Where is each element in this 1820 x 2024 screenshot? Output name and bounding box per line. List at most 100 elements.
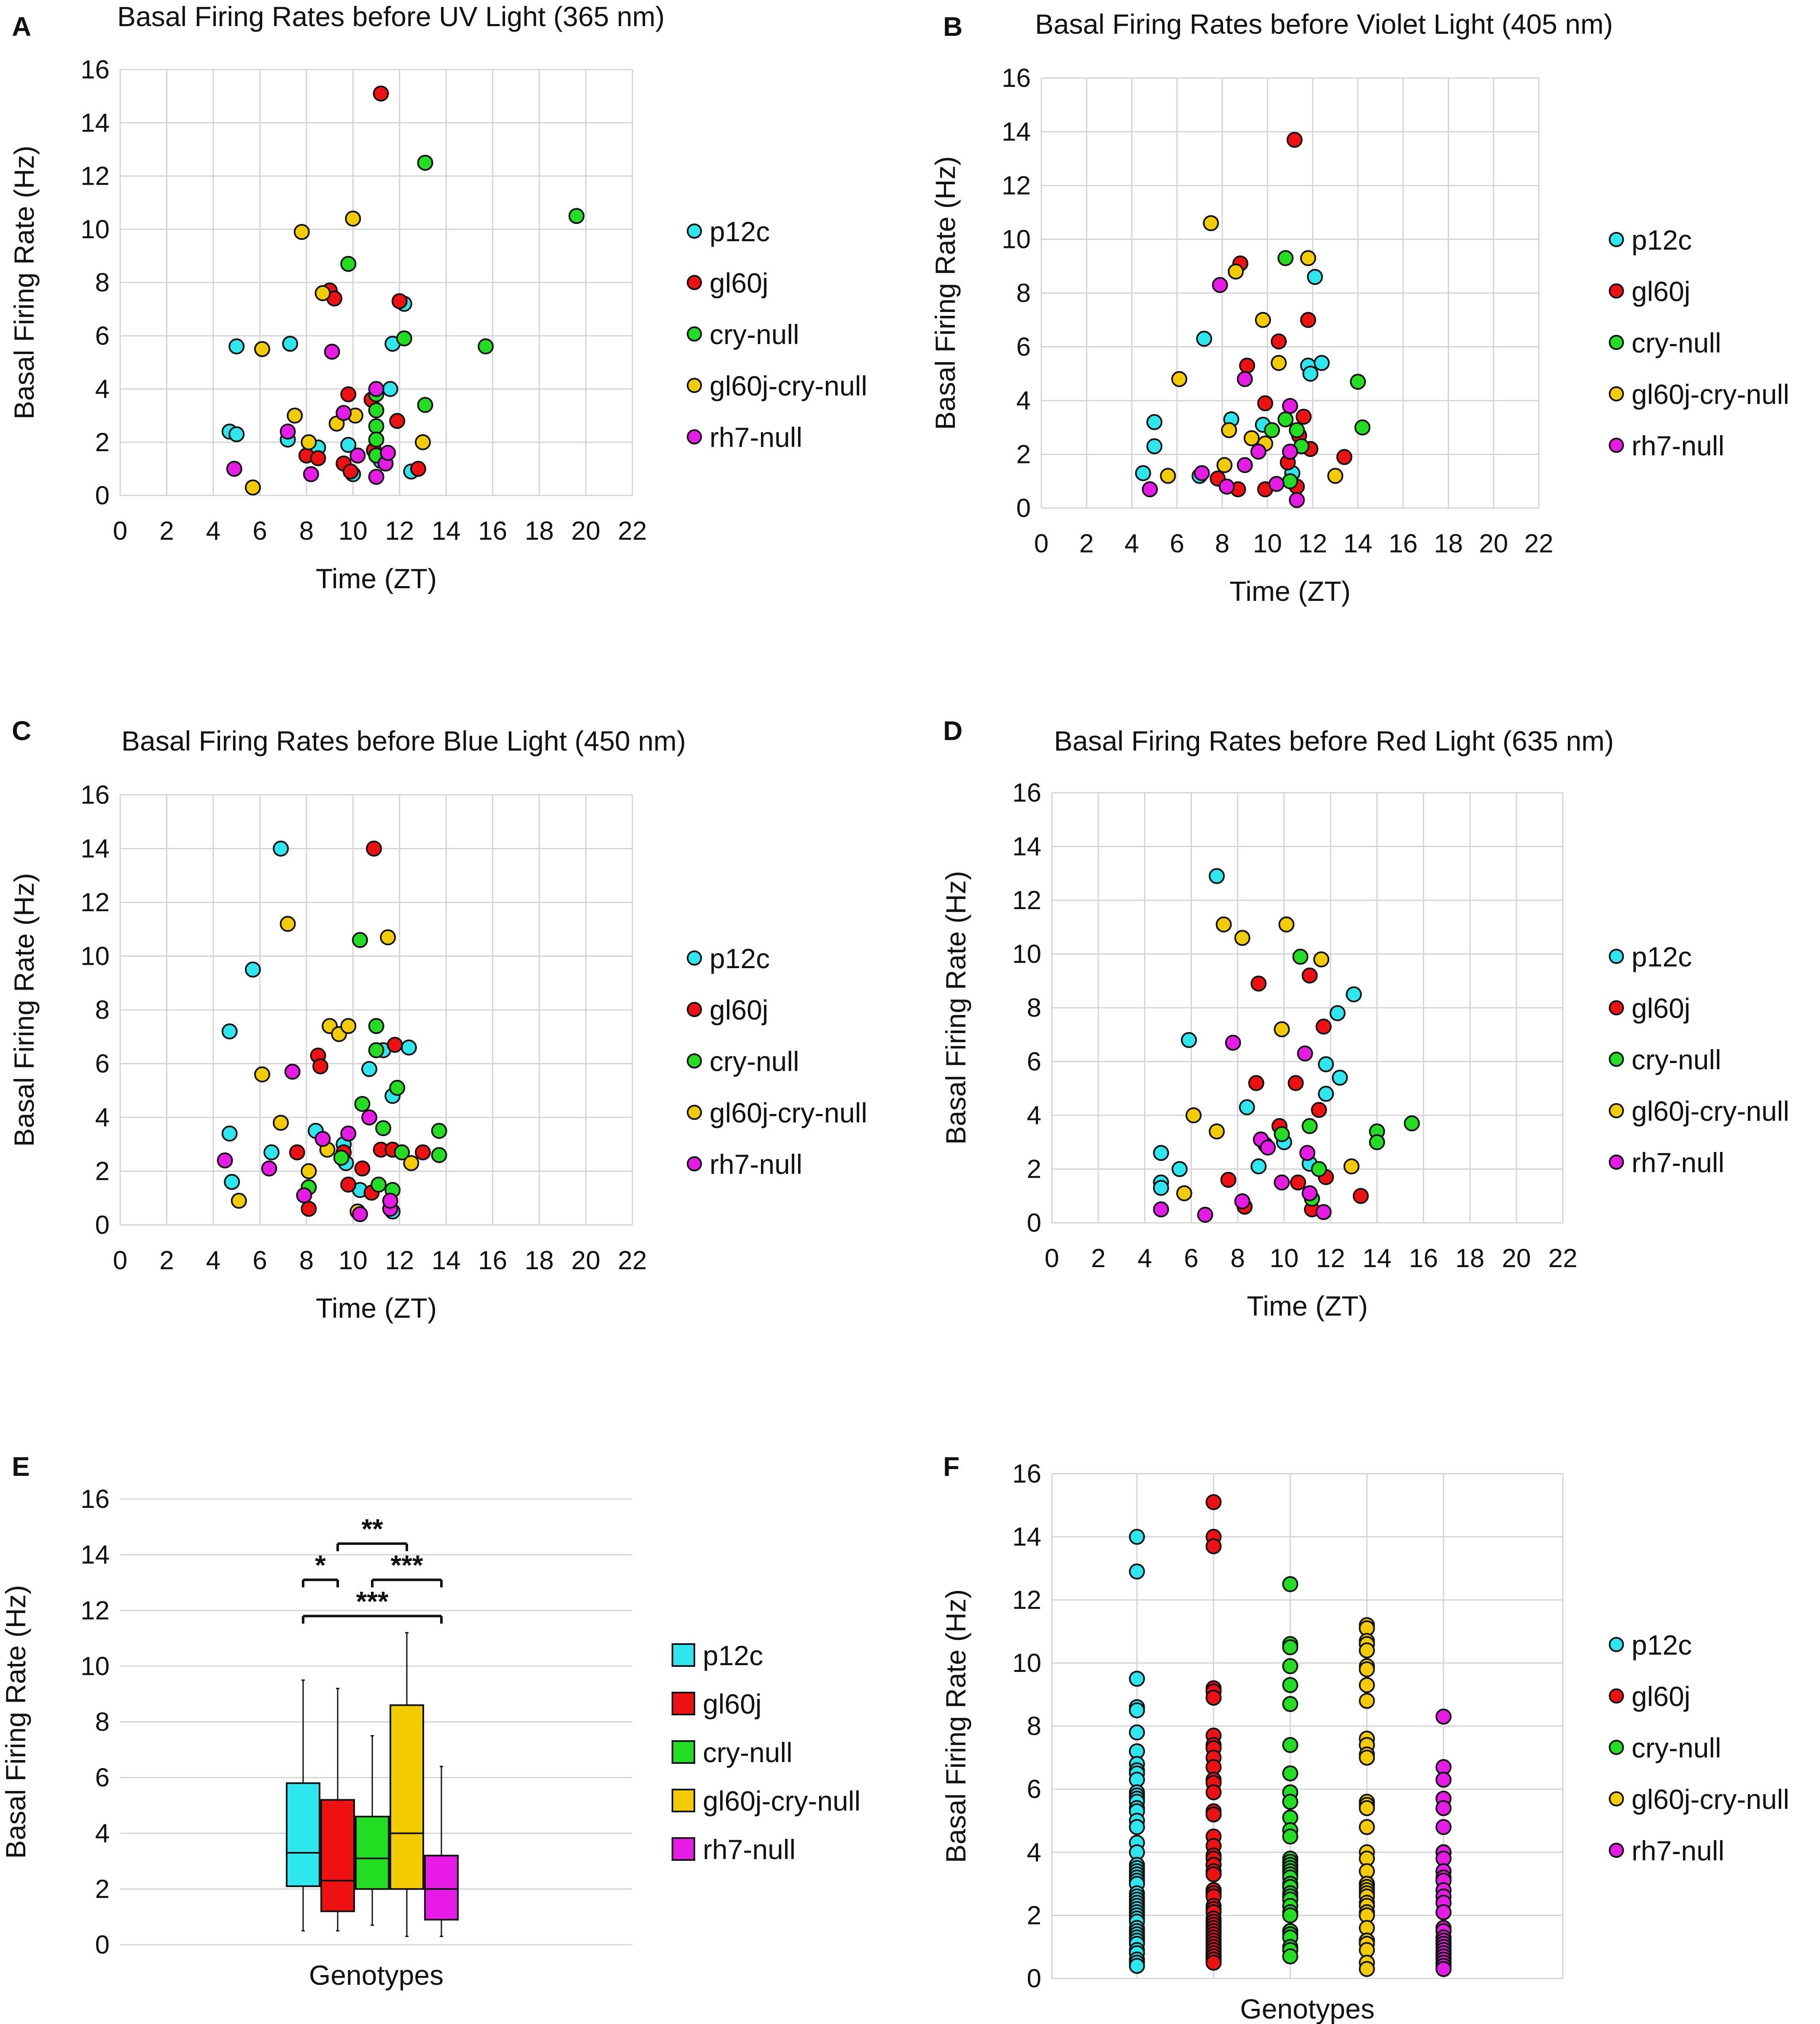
- data-point-gl60j-cry-null: [1343, 1158, 1360, 1175]
- data-point-rh7-null: [1289, 492, 1305, 508]
- data-point-gl60j: [1239, 358, 1255, 374]
- data-point-gl60j-cry-null: [273, 1114, 289, 1131]
- y-tick-label: 2: [1027, 1901, 1041, 1930]
- y-axis-label: Basal Firing Rate (Hz): [940, 871, 971, 1144]
- legend-marker-p12c: [687, 950, 702, 966]
- data-point-rh7-null: [1234, 1193, 1250, 1209]
- data-point-cry-null: [1282, 1696, 1298, 1712]
- data-point-rh7-null: [368, 468, 384, 485]
- data-point-gl60j: [1300, 312, 1316, 328]
- data-point-p12c: [245, 961, 261, 978]
- data-point-cry-null: [1282, 1907, 1298, 1924]
- legend-swatch-cry-null: [672, 1740, 695, 1764]
- panel-letter: E: [12, 1451, 30, 1482]
- y-tick-label: 12: [81, 162, 110, 191]
- y-tick-label: 14: [81, 834, 110, 864]
- box-cry-null: [355, 1816, 390, 1890]
- data-point-gl60j-cry-null: [1209, 1123, 1225, 1140]
- y-tick-label: 4: [95, 375, 110, 404]
- x-tick-label: 4: [1137, 1244, 1152, 1273]
- x-axis-label: Time (ZT): [1229, 576, 1350, 607]
- y-tick-label: 4: [95, 1819, 110, 1848]
- box-rh7-null: [424, 1854, 459, 1921]
- y-tick-label: 2: [1027, 1155, 1041, 1184]
- data-point-cry-null: [375, 1120, 392, 1136]
- legend-label-gl60j-cry-null: gl60j-cry-null: [1632, 1095, 1789, 1127]
- data-point-p12c: [1318, 1086, 1334, 1102]
- data-point-p12c: [1129, 1958, 1145, 1974]
- data-point-gl60j: [342, 463, 359, 480]
- data-point-rh7-null: [349, 447, 366, 464]
- data-point-rh7-null: [284, 1063, 301, 1080]
- y-tick-label: 8: [95, 996, 110, 1025]
- x-tick-label: 12: [1316, 1244, 1345, 1273]
- data-point-rh7-null: [1194, 465, 1210, 482]
- x-tick-label: 22: [618, 1246, 647, 1275]
- data-point-gl60j: [1248, 1075, 1264, 1091]
- x-tick-label: 16: [1389, 529, 1418, 558]
- x-axis-label: Genotypes: [1240, 1993, 1374, 2024]
- data-point-cry-null: [1403, 1115, 1420, 1132]
- panel-B: B Basal Firing Rates before Violet Light …: [930, 8, 1789, 607]
- legend-label-gl60j-cry-null: gl60j-cry-null: [1632, 379, 1789, 410]
- data-point-gl60j-cry-null: [1359, 1642, 1375, 1658]
- y-tick-label: 0: [1016, 494, 1031, 523]
- data-point-rh7-null: [380, 445, 396, 461]
- y-tick-label: 12: [1002, 171, 1031, 200]
- data-point-rh7-null: [336, 405, 352, 421]
- y-tick-label: 0: [1027, 1964, 1041, 1993]
- data-point-p12c: [224, 1174, 240, 1190]
- legend-marker-gl60j-cry-null: [687, 378, 702, 393]
- data-point-cry-null: [1282, 1658, 1298, 1674]
- data-point-rh7-null: [361, 1109, 377, 1125]
- x-tick-label: 22: [618, 517, 647, 546]
- data-point-cry-null: [396, 330, 412, 347]
- legend-marker-rh7-null: [1609, 1843, 1624, 1858]
- data-point-rh7-null: [1237, 457, 1253, 473]
- data-point-gl60j-cry-null: [1313, 951, 1330, 968]
- data-point-p12c: [1129, 1702, 1145, 1719]
- data-point-gl60j: [340, 386, 357, 403]
- data-point-p12c: [361, 1061, 377, 1077]
- legend-marker-rh7-null: [1609, 438, 1624, 453]
- data-point-gl60j-cry-null: [1176, 1185, 1193, 1201]
- data-point-gl60j-cry-null: [1359, 1749, 1375, 1766]
- x-tick-label: 22: [1548, 1244, 1578, 1273]
- data-point-p12c: [1239, 1099, 1255, 1115]
- y-tick-label: 16: [81, 781, 110, 810]
- x-tick-label: 2: [1091, 1244, 1105, 1273]
- y-tick-label: 8: [95, 1708, 110, 1737]
- data-point-gl60j: [1336, 449, 1352, 465]
- panel-E: E 0 2 4 6 8 10 12 14 16 Genotypes Basal Firing Rate…: [0, 1451, 860, 1991]
- y-tick-label: 0: [95, 481, 110, 510]
- y-tick-label: 8: [1027, 993, 1041, 1023]
- box-gl60j-cry-null: [390, 1704, 424, 1890]
- legend-marker-gl60j: [1609, 283, 1624, 299]
- x-tick-label: 10: [1269, 1244, 1298, 1273]
- data-point-gl60j-cry-null: [301, 434, 317, 450]
- data-point-gl60j: [391, 293, 408, 310]
- y-tick-label: 14: [81, 108, 110, 137]
- data-point-gl60j-cry-null: [245, 479, 261, 496]
- data-point-cry-null: [1289, 422, 1305, 439]
- data-point-gl60j-cry-null: [1359, 1800, 1375, 1817]
- data-point-cry-null: [1354, 419, 1371, 436]
- y-axis-label: Basal Firing Rate (Hz): [8, 873, 40, 1147]
- data-point-gl60j: [1205, 1494, 1222, 1510]
- chart-title: Basal Firing Rates before UV Light (365 …: [117, 1, 665, 32]
- data-point-gl60j-cry-null: [254, 341, 270, 357]
- data-point-gl60j: [1205, 1866, 1222, 1883]
- chart-title: Basal Firing Rates before Blue Light (45…: [121, 725, 686, 756]
- x-axis-label: Time (ZT): [316, 563, 437, 594]
- x-tick-label: 12: [385, 517, 414, 546]
- data-point-gl60j-cry-null: [380, 929, 396, 945]
- data-point-cry-null: [389, 1079, 406, 1096]
- x-tick-label: 10: [339, 1246, 368, 1275]
- legend-marker-p12c: [1609, 232, 1624, 247]
- data-point-cry-null: [352, 932, 368, 948]
- y-tick-label: 0: [95, 1211, 110, 1240]
- y-tick-label: 16: [1012, 778, 1041, 807]
- data-point-cry-null: [1282, 1737, 1298, 1753]
- panel-letter: A: [12, 11, 31, 42]
- y-tick-label: 8: [1016, 279, 1031, 308]
